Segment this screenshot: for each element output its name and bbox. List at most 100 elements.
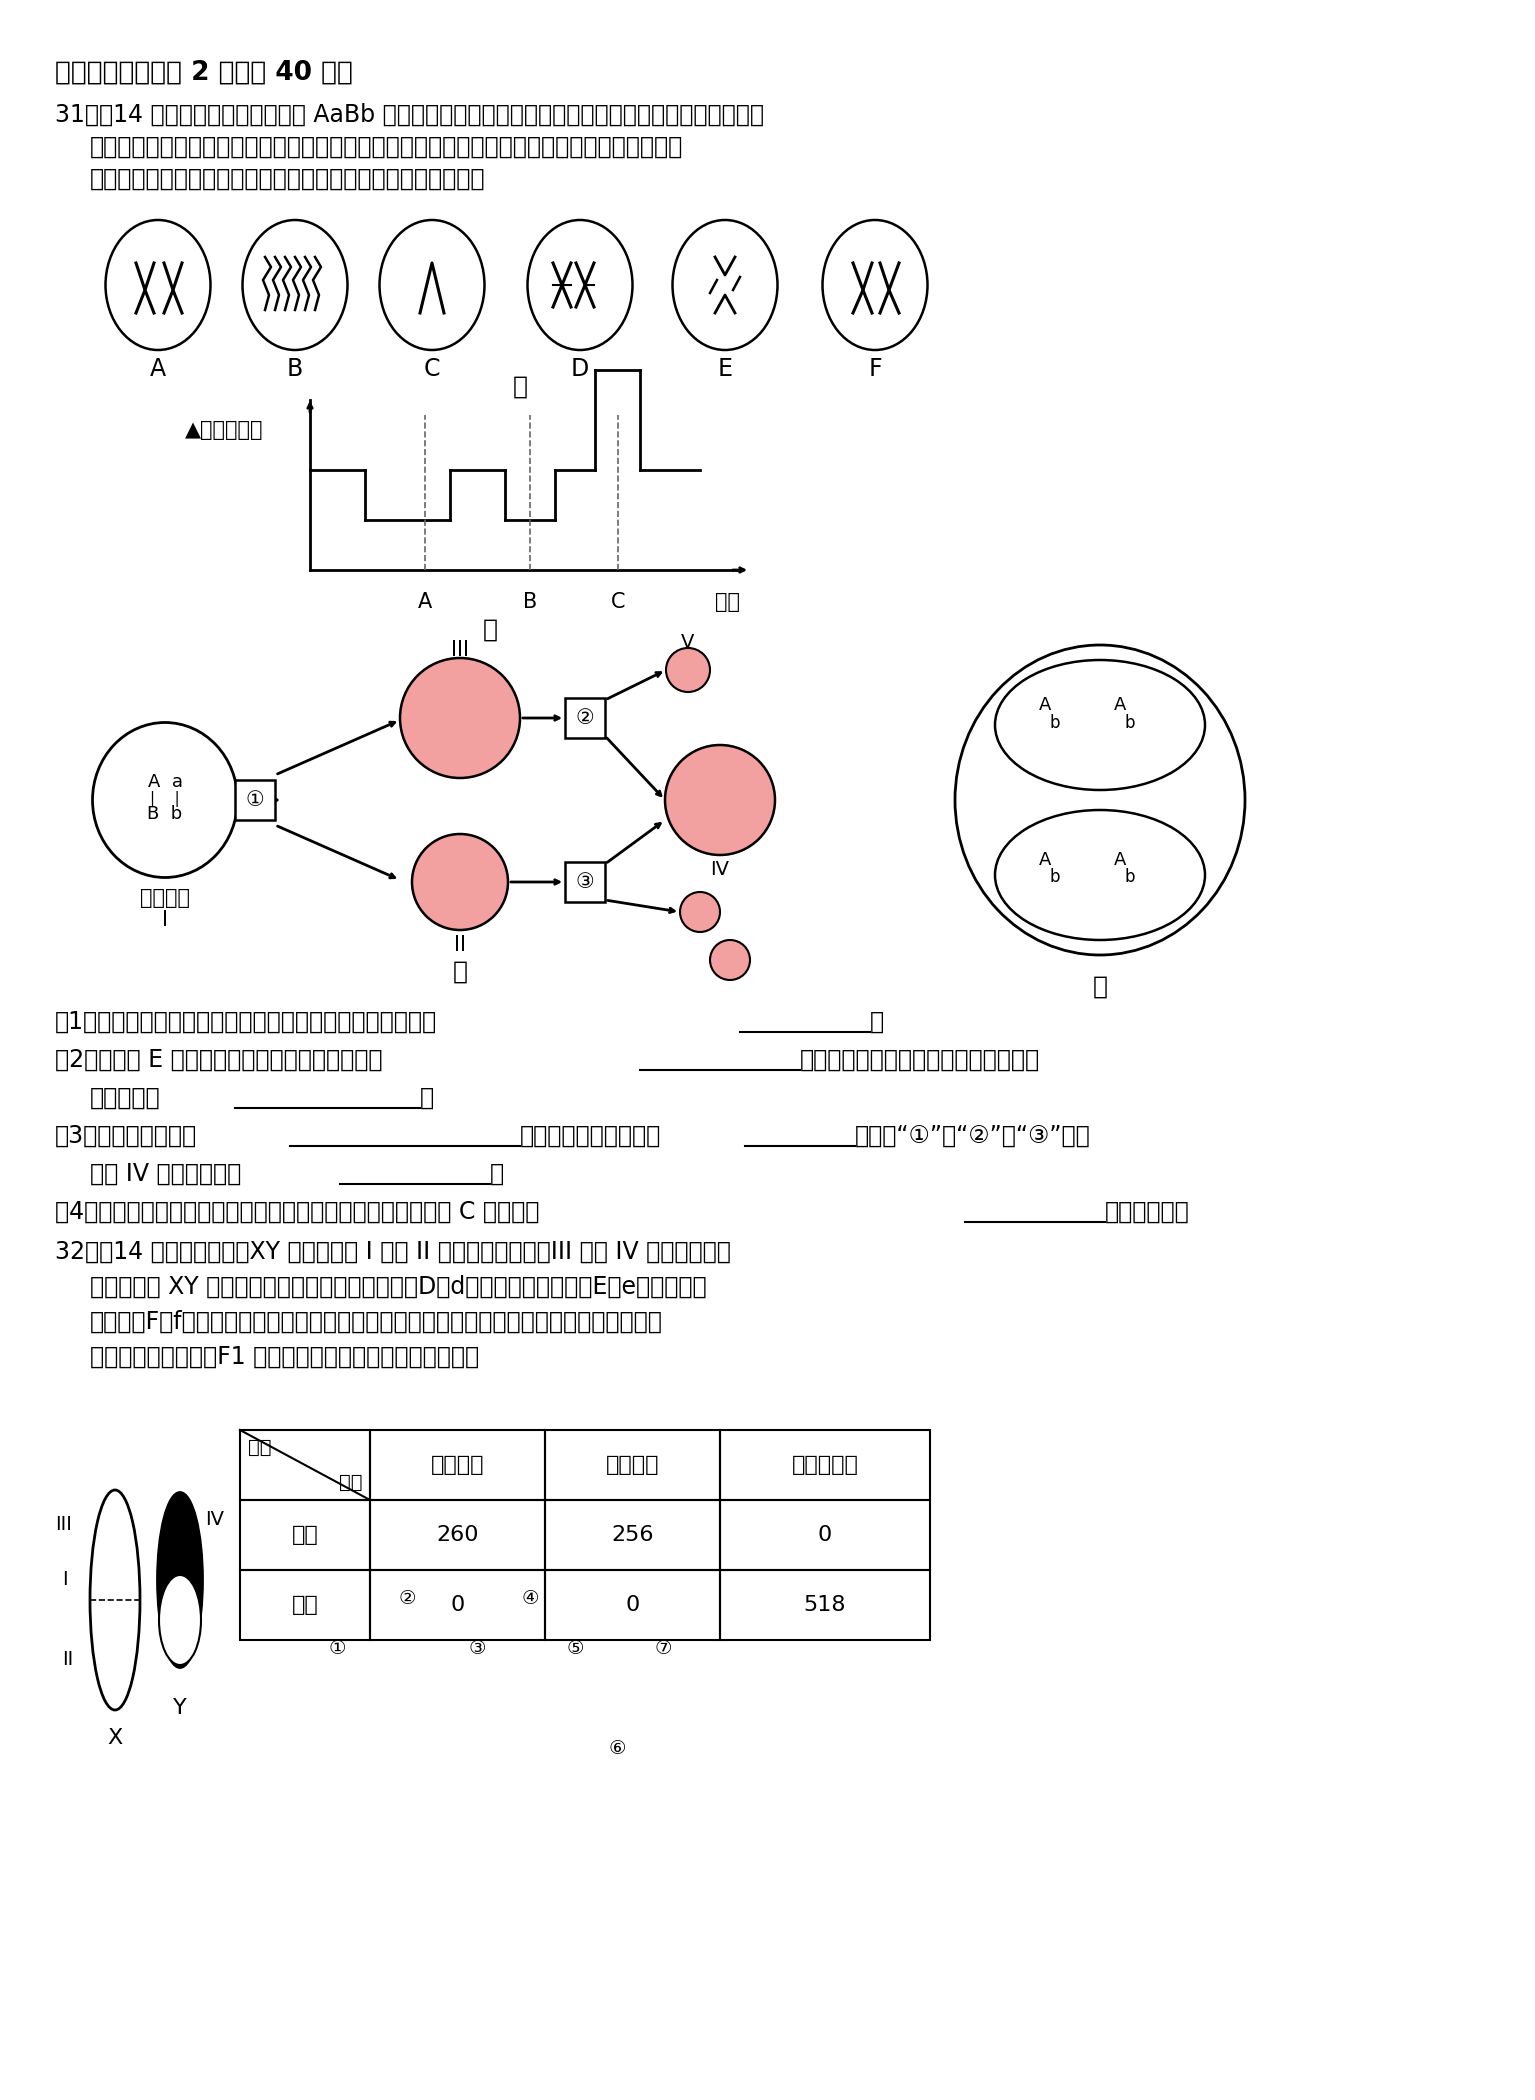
Text: X: X (107, 1728, 123, 1747)
Circle shape (665, 746, 775, 855)
Text: 性别: 性别 (339, 1472, 362, 1491)
Text: III: III (451, 640, 470, 659)
Text: 260: 260 (436, 1525, 479, 1546)
Text: 性状: 性状 (249, 1438, 272, 1457)
Circle shape (411, 834, 508, 930)
Text: 长毛黑纹: 长毛黑纹 (606, 1455, 659, 1474)
Bar (545, 1430, 720, 1499)
FancyBboxPatch shape (235, 779, 275, 819)
Text: F: F (869, 357, 881, 380)
Text: Y: Y (173, 1699, 187, 1718)
Text: 518: 518 (804, 1596, 846, 1615)
Text: ⑥: ⑥ (608, 1739, 626, 1758)
Text: 0: 0 (818, 1525, 832, 1546)
Text: A: A (1039, 850, 1051, 869)
Bar (545, 1499, 720, 1571)
Text: A  a: A a (147, 773, 183, 792)
Text: 细胞 IV 的基因组成是: 细胞 IV 的基因组成是 (91, 1161, 241, 1186)
Text: ②: ② (576, 708, 594, 729)
Text: 。: 。 (421, 1086, 434, 1111)
Text: II: II (61, 1651, 74, 1670)
Text: A: A (1039, 695, 1051, 714)
Text: B  b: B b (147, 804, 183, 823)
Text: ，图丁应为图丙中细胞: ，图丁应为图丙中细胞 (520, 1124, 662, 1149)
Text: IV: IV (206, 1510, 224, 1529)
Text: C: C (424, 357, 441, 380)
Text: （选填“①”、“②”或“③”），: （选填“①”、“②”或“③”）， (855, 1124, 1091, 1149)
Text: 。: 。 (870, 1010, 884, 1033)
Text: ①: ① (246, 790, 264, 811)
Text: 短毛黑纹: 短毛黑纹 (431, 1455, 484, 1474)
Text: B: B (287, 357, 302, 380)
Text: b: b (1125, 714, 1136, 733)
Text: 32．（14 分）如图所示，XY 染色体中的 I 区和 II 区属于同源区段，III 区和 IV 区属于非同源: 32．（14 分）如图所示，XY 染色体中的 I 区和 II 区属于同源区段，I… (55, 1239, 731, 1264)
Bar (545, 1571, 720, 1640)
Text: 0: 0 (625, 1596, 640, 1615)
Bar (720, 1499, 930, 1571)
Ellipse shape (91, 1491, 140, 1709)
Text: D: D (571, 357, 589, 380)
Text: ⑤: ⑤ (566, 1638, 583, 1657)
Text: 区段；某种 XY 型性别决定的动物，长毛和短毛（D、d）、黑纹和橘红纹（E、e）、正常瞳: 区段；某种 XY 型性别决定的动物，长毛和短毛（D、d）、黑纹和橘红纹（E、e）… (91, 1275, 706, 1300)
Text: |    |: | | (150, 792, 180, 806)
Bar (239, 1571, 370, 1640)
Text: A: A (1114, 850, 1127, 869)
Text: A: A (1114, 695, 1127, 714)
Text: b: b (1050, 867, 1061, 886)
Text: 乙: 乙 (482, 617, 497, 643)
Text: V: V (682, 632, 695, 651)
Text: 丙: 丙 (453, 960, 468, 985)
Text: 该动物细胞分裂的不同时期染色体数目变化曲线，丙表示该动物形成生殖细胞的过程图解，丁表: 该动物细胞分裂的不同时期染色体数目变化曲线，丙表示该动物形成生殖细胞的过程图解，… (91, 134, 683, 160)
Text: II: II (454, 934, 467, 956)
Text: ②: ② (398, 1588, 416, 1606)
Text: 256: 256 (611, 1525, 654, 1546)
Text: IV: IV (711, 861, 729, 880)
Text: 甲: 甲 (513, 376, 528, 399)
Ellipse shape (995, 659, 1205, 790)
FancyBboxPatch shape (565, 861, 605, 903)
Text: 31．（14 分）如图甲表示基因型为 AaBb 的某高等雌性动物处于细胞分裂不同时期的细胞图像，乙表示: 31．（14 分）如图甲表示基因型为 AaBb 的某高等雌性动物处于细胞分裂不同… (55, 103, 764, 126)
Ellipse shape (955, 645, 1245, 956)
Text: ④: ④ (522, 1588, 539, 1606)
Circle shape (401, 657, 520, 777)
Text: ⑦: ⑦ (654, 1638, 672, 1657)
Bar (720, 1571, 930, 1640)
Text: ▲染色体数目: ▲染色体数目 (186, 420, 264, 441)
Text: 雌性个体多次交配，F1 的皮毛相关表型及数量如下表所示。: 雌性个体多次交配，F1 的皮毛相关表型及数量如下表所示。 (91, 1344, 479, 1369)
Text: （4）在不考虑变异的情况下，图甲中不含有等位基因的细胞除 C 外，还有: （4）在不考虑变异的情况下，图甲中不含有等位基因的细胞除 C 外，还有 (55, 1199, 539, 1224)
Text: ③: ③ (576, 872, 594, 892)
Bar (370, 1430, 545, 1499)
Text: B: B (523, 592, 537, 611)
Text: 雅性: 雅性 (292, 1596, 318, 1615)
Text: ③: ③ (468, 1638, 485, 1657)
Circle shape (711, 941, 751, 981)
Text: 示丙图中某个细胞染色体与基因的位置关系。请据图分析回答：: 示丙图中某个细胞染色体与基因的位置关系。请据图分析回答： (91, 168, 485, 191)
Text: 卵原细胞: 卵原细胞 (140, 888, 190, 907)
Text: 和棕瞳（F、f）是三对相对性状。将一只长毛黑纹正常瞳雌性个体和一只长毛橘红纹正常瞳: 和棕瞳（F、f）是三对相对性状。将一只长毛黑纹正常瞳雌性个体和一只长毛橘红纹正常… (91, 1310, 663, 1334)
Text: 。（填字母）: 。（填字母） (1105, 1199, 1190, 1224)
Text: 组的细胞是: 组的细胞是 (91, 1086, 161, 1111)
Circle shape (680, 892, 720, 932)
Ellipse shape (995, 811, 1205, 941)
Bar (239, 1430, 370, 1499)
FancyBboxPatch shape (565, 697, 605, 737)
Text: E: E (717, 357, 732, 380)
Text: 二、简答题（每空 2 分，共 40 分）: 二、简答题（每空 2 分，共 40 分） (55, 61, 353, 86)
Ellipse shape (160, 1575, 201, 1665)
Text: I: I (163, 909, 167, 930)
Text: I: I (61, 1571, 68, 1590)
Text: （2）图甲中 E 细胞所处的分裂时期属于乙图中的: （2）图甲中 E 细胞所处的分裂时期属于乙图中的 (55, 1048, 382, 1071)
Text: 雌性: 雌性 (292, 1525, 318, 1546)
Text: III: III (55, 1514, 72, 1533)
Bar (720, 1430, 930, 1499)
Text: （填标号）阶段。图甲中含两个染色体: （填标号）阶段。图甲中含两个染色体 (800, 1048, 1041, 1071)
Text: 。: 。 (490, 1161, 503, 1186)
Text: 丁: 丁 (1093, 974, 1107, 1000)
Bar (370, 1571, 545, 1640)
Text: （1）与动物细胞分裂密切相关的细胞器有线粒体、核糖体、: （1）与动物细胞分裂密切相关的细胞器有线粒体、核糖体、 (55, 1010, 437, 1033)
Bar (370, 1499, 545, 1571)
Text: A: A (418, 592, 433, 611)
Circle shape (666, 649, 711, 693)
Bar (239, 1499, 370, 1571)
Text: A: A (150, 357, 166, 380)
